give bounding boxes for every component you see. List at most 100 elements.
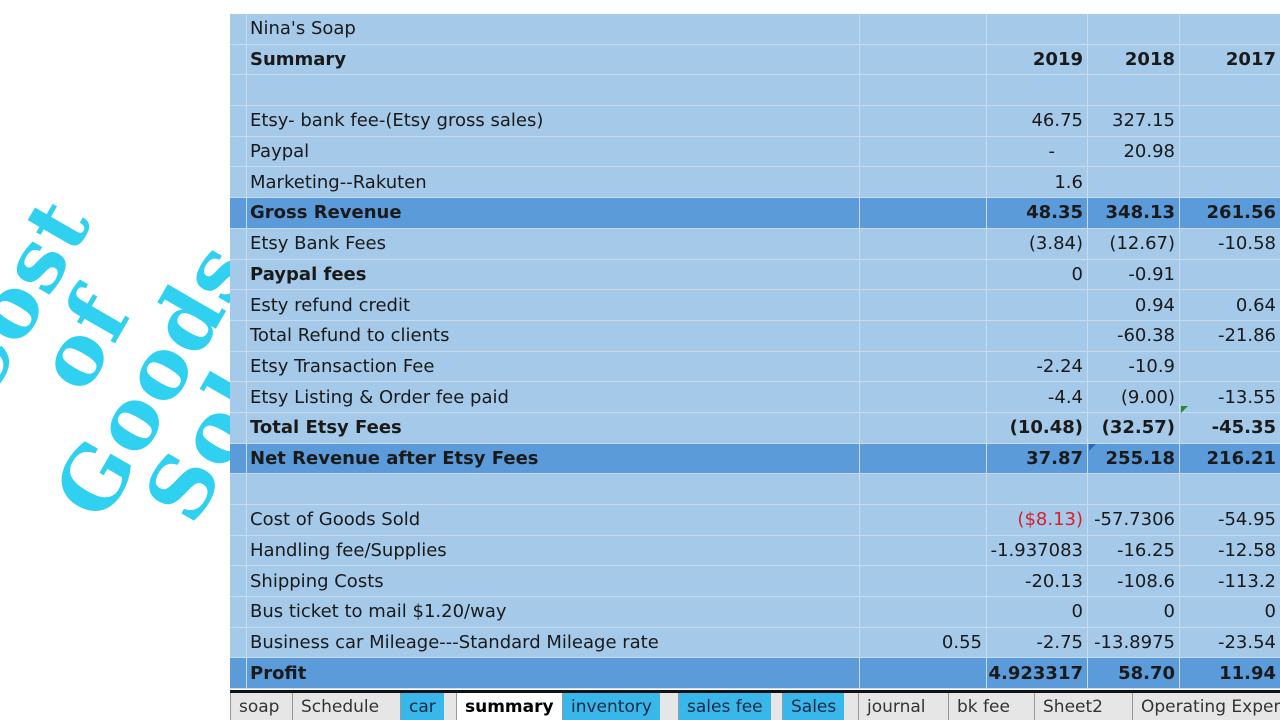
tab-schedule[interactable]: Schedule bbox=[292, 693, 387, 720]
cell-rate[interactable] bbox=[860, 198, 987, 228]
cell-2017[interactable] bbox=[1180, 260, 1280, 290]
cell-empty[interactable] bbox=[860, 44, 987, 75]
cell-rate[interactable] bbox=[860, 167, 987, 198]
cell-label[interactable]: Etsy Transaction Fee bbox=[247, 351, 860, 382]
cell-label[interactable]: Gross Revenue bbox=[247, 198, 860, 228]
cell-mileage-rate[interactable]: 0.55 bbox=[860, 627, 987, 658]
tab-sales-fee[interactable]: sales fee bbox=[678, 693, 771, 720]
tab-bk-fee[interactable]: bk fee bbox=[948, 693, 1018, 720]
cell-year-2017[interactable]: 2017 bbox=[1225, 49, 1276, 71]
tab-journal[interactable]: journal bbox=[858, 693, 934, 720]
cell-2018[interactable]: -108.6 bbox=[1088, 566, 1180, 597]
cell-2017[interactable]: -23.54 bbox=[1217, 632, 1276, 654]
cell-empty[interactable] bbox=[987, 75, 1088, 106]
cell-2017[interactable] bbox=[1180, 137, 1280, 167]
cell-label[interactable]: Handling fee/Supplies bbox=[247, 535, 860, 566]
cell-2019[interactable]: 37.87 bbox=[987, 443, 1088, 474]
cell-label[interactable]: Net Revenue after Etsy Fees bbox=[247, 443, 860, 474]
cell-rate[interactable] bbox=[860, 566, 987, 597]
cell-rate[interactable] bbox=[860, 658, 987, 689]
cell-empty[interactable] bbox=[1180, 75, 1280, 105]
cell-2017[interactable]: -45.35 bbox=[1211, 417, 1276, 439]
cell-2019[interactable]: 1.6 bbox=[987, 167, 1088, 198]
cell-company[interactable]: Nina's Soap bbox=[247, 14, 860, 44]
cell-2017[interactable]: -12.58 bbox=[1217, 540, 1276, 562]
tab-summary[interactable]: summary bbox=[456, 693, 562, 720]
cell-label[interactable]: Total Etsy Fees bbox=[247, 412, 860, 443]
cell-2017[interactable]: -10.58 bbox=[1217, 233, 1276, 255]
cell-2017[interactable]: -21.86 bbox=[1217, 325, 1276, 347]
cell-2018[interactable]: -13.8975 bbox=[1088, 627, 1180, 658]
cell-2018[interactable]: 0 bbox=[1088, 597, 1180, 627]
cell-2019[interactable]: - bbox=[987, 136, 1088, 167]
cell-2017[interactable]: -13.55 bbox=[1217, 386, 1276, 408]
cell-2017[interactable] bbox=[1180, 352, 1280, 382]
cell-2018[interactable]: -10.9 bbox=[1088, 351, 1180, 382]
cell-2019[interactable]: 48.35 bbox=[987, 198, 1088, 228]
cell-empty[interactable] bbox=[1180, 14, 1280, 44]
cell-rate[interactable] bbox=[860, 443, 987, 474]
cell-2017[interactable]: 216.21 bbox=[1206, 447, 1276, 469]
tab-soap[interactable]: soap bbox=[230, 693, 287, 720]
cell-2019[interactable]: -1.937083 bbox=[987, 535, 1088, 566]
cell-rate[interactable] bbox=[860, 351, 987, 382]
cell-label[interactable]: Esty refund credit bbox=[247, 290, 860, 320]
cell-label[interactable]: Etsy- bank fee-(Etsy gross sales) bbox=[247, 106, 860, 136]
tab-car[interactable]: car bbox=[400, 693, 444, 720]
cell-summary-label[interactable]: Summary bbox=[247, 44, 860, 75]
cell-2019[interactable]: 46.75 bbox=[987, 106, 1088, 136]
cell-empty[interactable] bbox=[1088, 14, 1180, 44]
tab-inventory[interactable]: inventory bbox=[562, 693, 660, 720]
cell-2018[interactable]: (12.67) bbox=[1088, 228, 1180, 259]
cell-2019[interactable]: ($8.13) bbox=[987, 505, 1088, 535]
cell-2018[interactable]: -16.25 bbox=[1088, 535, 1180, 566]
cell-label[interactable]: Cost of Goods Sold bbox=[247, 505, 860, 535]
cell-rate[interactable] bbox=[860, 228, 987, 259]
cell-rate[interactable] bbox=[860, 382, 987, 412]
cell-rate[interactable] bbox=[860, 290, 987, 320]
cell-empty[interactable] bbox=[860, 75, 987, 106]
cell-2018[interactable]: 327.15 bbox=[1088, 106, 1180, 136]
cell-rate[interactable] bbox=[860, 259, 987, 290]
cell-label[interactable]: Etsy Listing & Order fee paid bbox=[247, 382, 860, 412]
tab-operating-expen[interactable]: Operating Expen bbox=[1132, 693, 1280, 720]
cell-rate[interactable] bbox=[860, 597, 987, 627]
cell-2017[interactable]: 11.94 bbox=[1219, 662, 1276, 684]
cell-empty[interactable] bbox=[1088, 474, 1180, 504]
cell-2017[interactable] bbox=[1180, 106, 1280, 136]
cell-empty[interactable] bbox=[987, 474, 1088, 504]
cell-2017[interactable]: 0 bbox=[1264, 601, 1276, 623]
cell-2018[interactable]: 0.94 bbox=[1088, 290, 1180, 320]
cell-label[interactable]: Paypal bbox=[247, 136, 860, 167]
cell-2017[interactable]: -54.95 bbox=[1217, 509, 1276, 531]
cell-2019[interactable]: (10.48) bbox=[987, 412, 1088, 443]
cell-2018[interactable]: (9.00) bbox=[1088, 382, 1180, 412]
cell-2018[interactable]: 58.70 bbox=[1088, 658, 1180, 689]
cell-2019[interactable]: 0 bbox=[987, 597, 1088, 627]
cell-empty[interactable] bbox=[860, 14, 987, 44]
cell-2019[interactable]: 4.923317 bbox=[987, 658, 1088, 689]
cell-rate[interactable] bbox=[860, 505, 987, 535]
cell-2018[interactable]: -0.91 bbox=[1088, 259, 1180, 290]
cell-empty[interactable] bbox=[247, 474, 860, 504]
tab-sales[interactable]: Sales bbox=[782, 693, 845, 720]
cell-rate[interactable] bbox=[860, 412, 987, 443]
cell-label[interactable]: Bus ticket to mail $1.20/way bbox=[247, 597, 860, 627]
cell-2017[interactable] bbox=[1180, 167, 1280, 197]
cell-2019[interactable]: -20.13 bbox=[987, 566, 1088, 597]
cell-label[interactable]: Etsy Bank Fees bbox=[247, 228, 860, 259]
cell-2017[interactable]: -113.2 bbox=[1217, 570, 1276, 592]
cell-2017[interactable]: 261.56 bbox=[1206, 202, 1276, 224]
cell-2019[interactable]: 0 bbox=[987, 259, 1088, 290]
cell-label[interactable]: Profit bbox=[247, 658, 860, 689]
cell-empty[interactable] bbox=[860, 474, 987, 504]
cell-year-2019[interactable]: 2019 bbox=[987, 44, 1088, 75]
cell-empty[interactable] bbox=[987, 14, 1088, 44]
cell-empty[interactable] bbox=[247, 75, 860, 106]
cell-rate[interactable] bbox=[860, 106, 987, 136]
cell-rate[interactable] bbox=[860, 136, 987, 167]
cell-2018[interactable]: 255.18 bbox=[1088, 443, 1180, 474]
cell-2018[interactable]: -60.38 bbox=[1088, 320, 1180, 351]
cell-2019[interactable] bbox=[987, 320, 1088, 351]
cell-2019[interactable] bbox=[987, 290, 1088, 320]
